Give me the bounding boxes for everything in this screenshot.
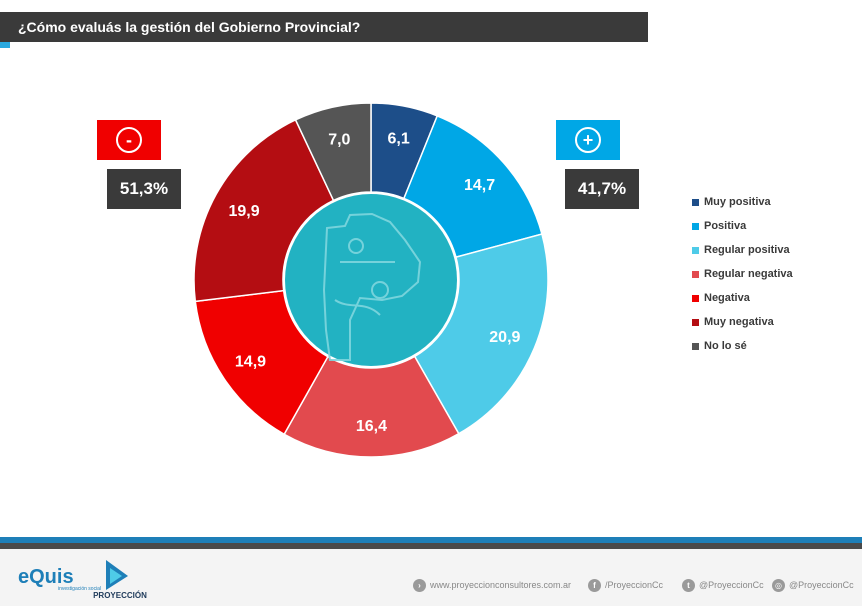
legend-swatch — [692, 294, 699, 302]
legend-label: Muy positiva — [704, 196, 771, 208]
slice-label-3: 16,4 — [356, 418, 387, 435]
legend-item-3: Regular negativa — [692, 262, 793, 286]
plus-icon: + — [575, 127, 601, 153]
positive-badge: + — [556, 120, 620, 160]
legend-swatch — [692, 318, 699, 326]
proyeccion-logo-text: PROYECCIÓN — [93, 591, 147, 600]
instagram-icon: ◎ — [772, 578, 785, 592]
pie-slice-3 — [283, 355, 460, 458]
legend-label: No lo sé — [704, 340, 747, 352]
legend-item-1: Positiva — [692, 214, 793, 238]
social-link-2[interactable]: t @ProyeccionCc — [682, 577, 764, 593]
minus-icon: - — [116, 127, 142, 153]
legend-item-5: Muy negativa — [692, 310, 793, 334]
twitter-icon: t — [682, 578, 695, 592]
slice-label-6: 7,0 — [328, 131, 350, 148]
slice-label-0: 6,1 — [388, 131, 410, 148]
pie-slice-2 — [413, 233, 549, 435]
globe-icon: › — [413, 578, 426, 592]
chart-legend: Muy positiva Positiva Regular positiva Regu… — [692, 190, 793, 358]
social-link-text: /ProyeccionCc — [605, 580, 664, 590]
legend-item-6: No lo sé — [692, 334, 793, 358]
slice-label-5: 19,9 — [229, 203, 260, 220]
footer-band — [0, 537, 862, 549]
legend-item-4: Negativa — [692, 286, 793, 310]
slice-label-2: 20,9 — [489, 329, 520, 346]
proyeccion-logo-icon — [106, 560, 128, 590]
pie-slice-6 — [294, 102, 372, 202]
chart-center-disc — [285, 194, 457, 366]
social-link-text: www.proyeccionconsultores.com.ar — [430, 580, 572, 590]
legend-label: Negativa — [704, 292, 750, 304]
legend-swatch — [692, 342, 699, 350]
social-link-0[interactable]: › www.proyeccionconsultores.com.ar — [413, 577, 571, 593]
facebook-icon: f — [588, 578, 601, 592]
legend-label: Regular positiva — [704, 244, 790, 256]
equis-logo-subtitle: investigación social — [58, 586, 102, 592]
social-link-1[interactable]: f/ProyeccionCc — [588, 577, 663, 593]
legend-swatch — [692, 198, 699, 206]
pie-slice-5 — [193, 118, 335, 303]
slice-label-1: 14,7 — [464, 177, 495, 194]
equis-logo: eQuis — [18, 566, 74, 588]
negative-total: 51,3% — [107, 169, 181, 209]
page-title: ¿Cómo evaluás la gestión del Gobierno Pr… — [0, 12, 648, 42]
legend-label: Muy negativa — [704, 316, 774, 328]
negative-badge: - — [97, 120, 161, 160]
social-link-3[interactable]: ◎ @ProyeccionCc — [772, 577, 854, 593]
social-link-text: @ProyeccionCc — [699, 580, 764, 590]
footer — [0, 549, 862, 606]
legend-label: Regular negativa — [704, 268, 793, 280]
legend-item-2: Regular positiva — [692, 238, 793, 262]
positive-total: 41,7% — [565, 169, 639, 209]
legend-swatch — [692, 270, 699, 278]
slice-label-4: 14,9 — [235, 354, 266, 371]
legend-item-0: Muy positiva — [692, 190, 793, 214]
buenos-aires-province-map-icon — [322, 212, 422, 361]
social-link-text: @ProyeccionCc — [789, 580, 854, 590]
legend-swatch — [692, 246, 699, 254]
legend-label: Positiva — [704, 220, 747, 232]
legend-swatch — [692, 222, 699, 230]
